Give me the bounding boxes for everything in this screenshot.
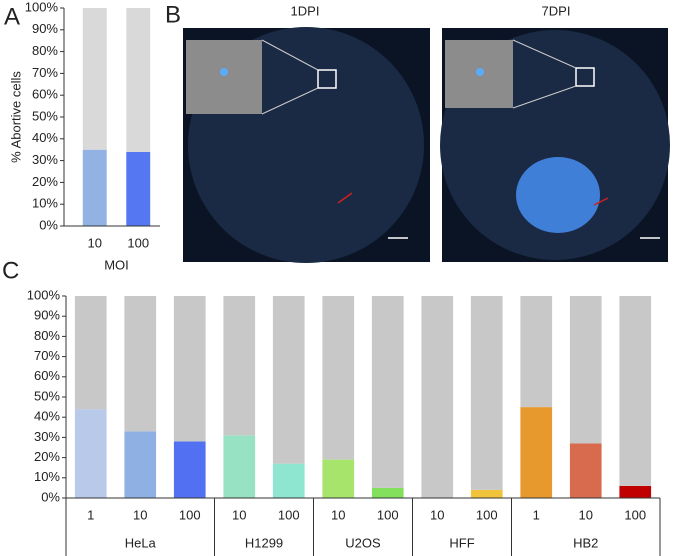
- y-tick-label: 50%: [32, 108, 58, 123]
- x-axis-label: MOI: [104, 257, 129, 272]
- y-tick-label: 80%: [32, 43, 58, 58]
- bar-segment: [322, 459, 355, 498]
- y-tick-label: 10%: [34, 469, 60, 484]
- bar-segment: [470, 489, 503, 498]
- y-tick-label: 30%: [32, 152, 58, 167]
- micrograph: [440, 28, 670, 262]
- y-tick-label: 30%: [34, 429, 60, 444]
- x-tick-label: 100: [127, 235, 149, 250]
- y-tick-label: 50%: [34, 388, 60, 403]
- y-tick-label: 60%: [32, 87, 58, 102]
- bar-segment: [74, 296, 107, 410]
- y-tick-label: 70%: [34, 348, 60, 363]
- bar-segment: [470, 296, 503, 490]
- bar-segment: [272, 463, 305, 498]
- y-tick-label: 90%: [32, 21, 58, 36]
- image-title: 7DPI: [542, 3, 571, 18]
- y-tick-label: 20%: [34, 449, 60, 464]
- panel-label: C: [2, 257, 19, 284]
- bar-segment: [223, 435, 256, 498]
- bar-segment: [272, 296, 305, 464]
- bar-segment: [173, 296, 206, 442]
- bar-segment: [82, 8, 107, 150]
- panel-label: A: [4, 3, 20, 30]
- bar-segment: [371, 296, 404, 488]
- x-tick-label: 10: [579, 507, 593, 522]
- group-label: HeLa: [125, 535, 157, 550]
- bar-segment: [126, 151, 151, 226]
- x-tick-label: 100: [278, 507, 300, 522]
- group-label: HB2: [573, 535, 598, 550]
- x-tick-label: 100: [377, 507, 399, 522]
- image-title: 1DPI: [291, 3, 320, 18]
- panel-label: B: [165, 1, 181, 28]
- group-label: U2OS: [345, 535, 381, 550]
- x-tick-label: 10: [232, 507, 246, 522]
- x-tick-label: 10: [88, 235, 102, 250]
- y-tick-label: 10%: [32, 196, 58, 211]
- x-tick-label: 1: [533, 507, 540, 522]
- y-tick-label: 100%: [25, 0, 59, 14]
- y-tick-label: 60%: [34, 368, 60, 383]
- x-tick-label: 10: [331, 507, 345, 522]
- x-tick-label: 10: [133, 507, 147, 522]
- bar-segment: [619, 296, 652, 486]
- bar-segment: [74, 409, 107, 498]
- y-axis-label: % Abortive cells: [8, 71, 23, 163]
- y-tick-label: 20%: [32, 174, 58, 189]
- x-tick-label: 100: [476, 507, 498, 522]
- bar-segment: [82, 149, 107, 226]
- x-tick-label: 100: [179, 507, 201, 522]
- group-label: HFF: [449, 535, 474, 550]
- bar-segment: [371, 487, 404, 498]
- bar-segment: [124, 431, 157, 498]
- micrograph: [183, 27, 430, 263]
- y-tick-label: 0%: [39, 217, 58, 232]
- x-tick-label: 1: [87, 507, 94, 522]
- bar-segment: [223, 296, 256, 436]
- bar-segment: [322, 296, 355, 460]
- bar-segment: [421, 296, 454, 498]
- x-tick-label: 100: [624, 507, 646, 522]
- y-tick-label: 80%: [34, 328, 60, 343]
- y-tick-label: 40%: [32, 130, 58, 145]
- bar-segment: [520, 296, 553, 408]
- y-tick-label: 70%: [32, 65, 58, 80]
- y-tick-label: 100%: [27, 287, 61, 302]
- x-tick-label: 10: [430, 507, 444, 522]
- bar-segment: [126, 8, 151, 152]
- group-label: H1299: [245, 535, 283, 550]
- y-tick-label: 0%: [41, 489, 60, 504]
- y-tick-label: 90%: [34, 308, 60, 323]
- bar-segment: [569, 296, 602, 444]
- bar-segment: [520, 407, 553, 498]
- y-tick-label: 40%: [34, 409, 60, 424]
- bar-segment: [124, 296, 157, 432]
- bar-segment: [569, 443, 602, 498]
- bar-segment: [619, 485, 652, 498]
- bar-segment: [173, 441, 206, 498]
